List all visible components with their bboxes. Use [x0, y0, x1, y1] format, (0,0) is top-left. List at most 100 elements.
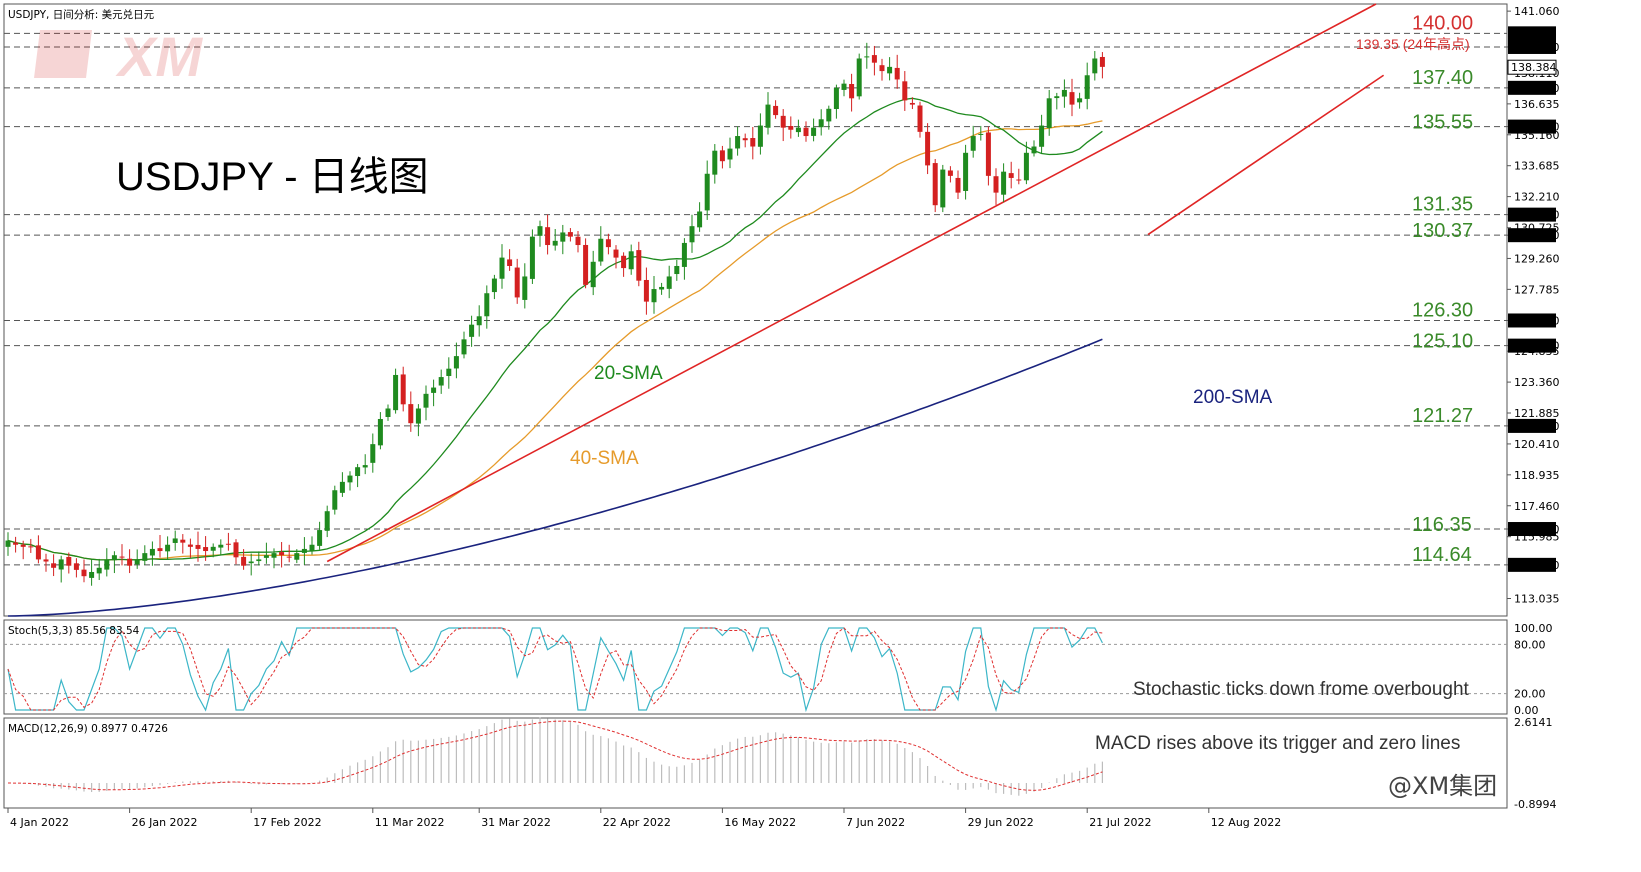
candle-body [765, 104, 771, 128]
candle-body [864, 56, 870, 58]
candle-body [514, 267, 520, 298]
level-label: 137.40 [1412, 67, 1473, 89]
candle-body [628, 251, 634, 270]
candle-body [719, 150, 725, 162]
candle-body [438, 377, 444, 386]
candle-body [385, 408, 391, 417]
level-price-box-label: 140.000 [1511, 27, 1557, 40]
level-price-box [1508, 313, 1556, 328]
candle-body [415, 408, 421, 424]
sma200-path [7, 338, 1103, 617]
candle-body [5, 540, 11, 547]
trend-lines [326, 3, 1385, 563]
candle-body [393, 374, 399, 411]
time-tick-label: 11 Mar 2022 [375, 816, 445, 829]
price-tick-label: 121.885 [1514, 407, 1560, 420]
candle-body [1084, 75, 1090, 99]
level-label: 139.35 (24年高点) [1356, 36, 1470, 52]
candle-body [636, 250, 642, 281]
price-tick-label: 123.360 [1514, 376, 1560, 389]
level-price-box-label: 126.300 [1511, 314, 1557, 327]
time-tick-label: 31 Mar 2022 [481, 816, 551, 829]
candle-body [552, 240, 558, 246]
candle-body [408, 404, 414, 424]
watermark: @XM集团 [1388, 772, 1497, 800]
candle-body [795, 127, 801, 133]
level-label: 140.00 [1412, 12, 1473, 34]
candle-body [826, 108, 832, 122]
candle-body [621, 255, 627, 269]
candle-body [735, 136, 741, 149]
candles [5, 42, 1105, 586]
candle-body [1046, 98, 1052, 129]
candle-body [195, 544, 201, 549]
candle-body [294, 553, 300, 560]
current-price-label: 138.384 [1511, 61, 1557, 74]
candle-body [301, 548, 307, 553]
candle-body [461, 339, 467, 355]
candle-body [925, 131, 931, 166]
candle-body [742, 138, 748, 141]
candle-body [1008, 173, 1014, 178]
candle-body [1061, 89, 1067, 97]
candle-body [978, 133, 984, 135]
candle-body [58, 559, 64, 570]
level-label: 125.10 [1412, 331, 1473, 353]
level-label: 121.27 [1412, 405, 1473, 427]
level-label: 114.64 [1412, 544, 1472, 566]
candle-body [811, 127, 817, 136]
candle-body [697, 211, 703, 228]
price-tick-label: 141.060 [1514, 5, 1560, 18]
candle-body [187, 544, 193, 547]
candle-body [856, 58, 862, 97]
price-tick-label: 118.935 [1514, 469, 1560, 482]
time-tick-label: 29 Jun 2022 [968, 816, 1034, 829]
candle-body [96, 567, 102, 574]
level-price-box-label: 121.270 [1511, 420, 1557, 433]
level-price-box [1508, 522, 1556, 537]
candle-body [659, 286, 665, 290]
candle-body [279, 552, 285, 556]
price-tick-label: 129.260 [1514, 252, 1560, 265]
candle-body [887, 66, 893, 74]
level-price-box [1508, 39, 1556, 54]
candle-body [529, 236, 535, 279]
candle-body [1001, 171, 1007, 195]
macd-tick-label: 2.6141 [1514, 716, 1553, 729]
level-price-box [1508, 228, 1556, 243]
symbol-info: USDJPY, 日间分析: 美元兑日元 [8, 8, 155, 21]
price-panel-frame [3, 3, 1508, 617]
candle-body [431, 387, 437, 393]
candle-body [127, 558, 133, 566]
candle-body [355, 467, 361, 477]
candle-body [241, 556, 247, 566]
candle-body [970, 136, 976, 151]
price-axis: 141.060139.350138.110137.400136.635135.5… [1507, 5, 1560, 605]
time-tick-label: 16 May 2022 [724, 816, 796, 829]
candle-body [537, 226, 543, 236]
candle-body [757, 125, 763, 147]
candle-body [788, 126, 794, 130]
xm-logo-text: XM [115, 25, 203, 88]
candle-body [674, 265, 680, 275]
candle-body [1069, 92, 1075, 105]
sma40-label: 40-SMA [570, 448, 639, 469]
candle-body [917, 105, 923, 132]
candle-body [651, 289, 657, 303]
candle-body [142, 553, 148, 561]
candle-body [849, 83, 855, 99]
candle-body [780, 115, 786, 128]
stoch-panel-frame [3, 619, 1508, 715]
price-tick-label: 133.685 [1514, 160, 1560, 173]
candle-body [583, 244, 589, 285]
candle-body [955, 177, 961, 193]
candle-body [803, 127, 809, 137]
candle-body [750, 138, 756, 147]
candle-body [453, 356, 459, 369]
chart-title: USDJPY - 日线图 [116, 155, 429, 199]
time-tick-label: 12 Aug 2022 [1211, 816, 1281, 829]
candle-body [400, 374, 406, 405]
stoch-signal-line [7, 627, 1103, 711]
level-price-box [1508, 338, 1556, 353]
